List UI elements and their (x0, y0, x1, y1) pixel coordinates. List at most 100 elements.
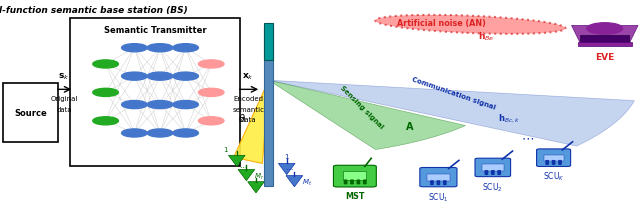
Polygon shape (238, 170, 255, 181)
Bar (343, 171, 366, 180)
Circle shape (431, 182, 433, 183)
Circle shape (147, 44, 173, 53)
Circle shape (357, 180, 360, 181)
Circle shape (173, 73, 198, 81)
Circle shape (492, 174, 494, 175)
Circle shape (437, 184, 440, 185)
Circle shape (198, 117, 224, 125)
Circle shape (364, 183, 366, 184)
Circle shape (444, 182, 446, 183)
Text: $\mathrm{SCU}_K$: $\mathrm{SCU}_K$ (543, 170, 564, 183)
Text: MST: MST (346, 191, 365, 200)
Text: Semantic Transmitter: Semantic Transmitter (104, 26, 207, 35)
FancyBboxPatch shape (70, 19, 240, 167)
Text: 1: 1 (223, 146, 228, 153)
FancyBboxPatch shape (536, 149, 571, 167)
Text: Dual-function semantic base station (BS): Dual-function semantic base station (BS) (0, 6, 188, 15)
Circle shape (498, 171, 500, 172)
Text: Source: Source (14, 109, 47, 118)
Circle shape (485, 171, 488, 172)
Polygon shape (234, 81, 269, 164)
Ellipse shape (375, 16, 566, 35)
Circle shape (485, 172, 488, 173)
Circle shape (546, 162, 548, 163)
Text: $\mathbf{h}_{Bc,k}$: $\mathbf{h}_{Bc,k}$ (499, 113, 520, 125)
Circle shape (198, 61, 224, 69)
Circle shape (147, 73, 173, 81)
Polygon shape (278, 164, 295, 175)
Bar (578, 43, 632, 46)
Circle shape (364, 180, 366, 181)
Circle shape (492, 171, 494, 172)
Circle shape (93, 89, 118, 97)
Circle shape (122, 44, 147, 53)
Circle shape (357, 183, 360, 184)
Text: $\cdots$: $\cdots$ (285, 162, 294, 171)
Circle shape (122, 73, 147, 81)
Circle shape (122, 101, 147, 109)
Bar (264, 28, 273, 186)
Polygon shape (286, 176, 303, 187)
Circle shape (559, 162, 561, 163)
Circle shape (559, 161, 561, 162)
FancyBboxPatch shape (475, 158, 511, 177)
Circle shape (122, 129, 147, 137)
Polygon shape (572, 26, 638, 44)
Circle shape (552, 162, 555, 163)
Circle shape (147, 101, 173, 109)
Text: $\mathbf{h}_{Be}$: $\mathbf{h}_{Be}$ (478, 30, 495, 43)
Bar (264, 24, 273, 61)
Bar (482, 164, 504, 171)
Text: semantic: semantic (232, 106, 264, 112)
Circle shape (498, 174, 500, 175)
Circle shape (344, 180, 347, 181)
Circle shape (498, 172, 500, 173)
Circle shape (431, 184, 433, 185)
Text: Communication signal: Communication signal (411, 76, 497, 110)
Circle shape (93, 61, 118, 69)
Polygon shape (269, 81, 465, 150)
Bar (580, 35, 629, 43)
Circle shape (444, 181, 446, 182)
Polygon shape (228, 156, 245, 167)
Circle shape (173, 101, 198, 109)
Text: Artificial noise (AN): Artificial noise (AN) (397, 19, 486, 28)
Circle shape (173, 44, 198, 53)
Circle shape (587, 24, 623, 35)
Circle shape (546, 161, 548, 162)
Text: $\mathbf{s}_k$: $\mathbf{s}_k$ (58, 71, 70, 82)
Circle shape (351, 183, 353, 184)
Circle shape (437, 181, 440, 182)
FancyBboxPatch shape (333, 165, 376, 187)
Text: $\theta$: $\theta$ (238, 111, 246, 123)
FancyBboxPatch shape (420, 168, 457, 187)
Text: $\cdots$: $\cdots$ (522, 131, 534, 144)
Text: $M_r$: $M_r$ (254, 171, 264, 181)
Text: 1: 1 (284, 154, 289, 160)
Polygon shape (248, 182, 264, 193)
Circle shape (344, 183, 347, 184)
Text: $\mathbf{A}$: $\mathbf{A}$ (405, 119, 415, 131)
Circle shape (552, 161, 555, 162)
Circle shape (351, 180, 353, 181)
Bar (427, 174, 450, 181)
Text: Original: Original (51, 96, 77, 102)
FancyBboxPatch shape (3, 84, 58, 142)
Text: $\mathrm{SCU}_1$: $\mathrm{SCU}_1$ (428, 190, 449, 202)
Circle shape (437, 182, 440, 183)
Text: data: data (241, 116, 256, 122)
Circle shape (444, 184, 446, 185)
Polygon shape (269, 81, 634, 146)
Text: data: data (56, 106, 72, 112)
Text: $\mathrm{SCU}_2$: $\mathrm{SCU}_2$ (483, 180, 503, 193)
Text: Encoded: Encoded (234, 96, 263, 102)
Circle shape (173, 129, 198, 137)
Text: $\cdots$: $\cdots$ (239, 161, 248, 170)
Circle shape (485, 174, 488, 175)
Circle shape (147, 129, 173, 137)
Circle shape (492, 172, 494, 173)
Circle shape (198, 89, 224, 97)
Text: $M_t$: $M_t$ (302, 177, 312, 187)
Text: $\mathbf{x}_k$: $\mathbf{x}_k$ (243, 71, 254, 82)
Bar (543, 155, 564, 161)
